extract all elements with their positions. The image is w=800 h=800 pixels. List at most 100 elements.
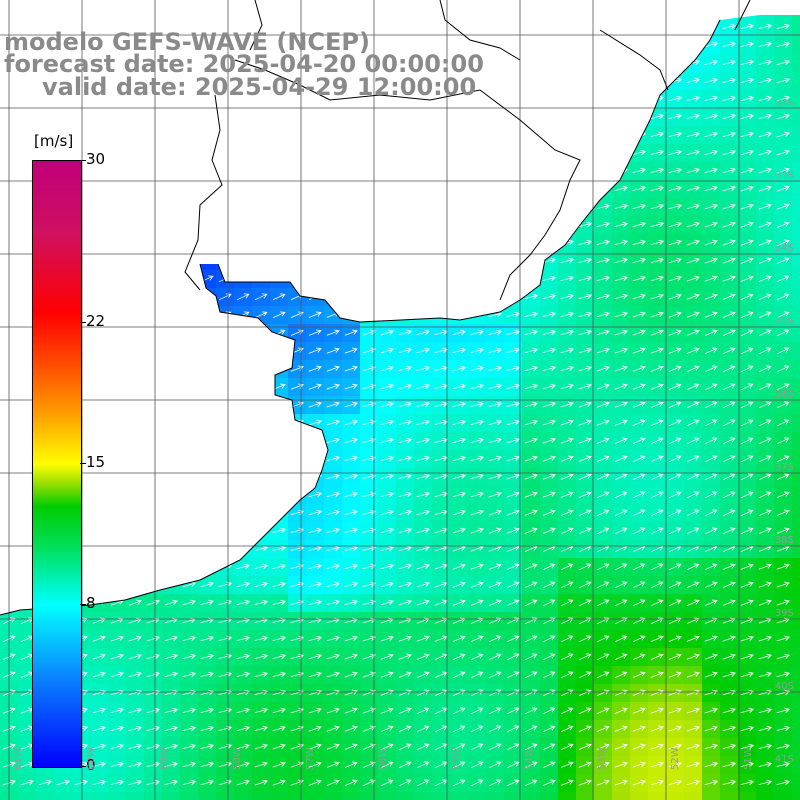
wind-speed-cell (126, 306, 145, 325)
wind-arrow (578, 527, 592, 535)
wind-arrow (416, 311, 430, 318)
wind-arrow (182, 113, 196, 120)
wind-arrow (272, 545, 287, 552)
wind-arrow (524, 527, 538, 534)
wind-arrow (596, 365, 610, 372)
wind-speed-cell (144, 180, 163, 199)
wind-arrow (614, 509, 628, 517)
wind-arrow (542, 401, 556, 408)
wind-arrow (182, 743, 197, 750)
wind-arrow (434, 239, 448, 246)
wind-arrow (272, 365, 286, 372)
wind-arrow (326, 167, 340, 175)
wind-arrow (506, 653, 520, 661)
wind-arrow (200, 221, 214, 229)
wind-arrow (200, 113, 214, 120)
wind-arrow (668, 311, 682, 318)
wind-speed-cell (144, 468, 163, 487)
wind-speed-cell (126, 558, 145, 577)
wind-speed-cell (252, 360, 271, 379)
wind-arrow (146, 653, 160, 660)
wind-speed-cell (630, 108, 649, 127)
wind-arrow (92, 131, 107, 138)
wind-arrow (398, 743, 412, 751)
wind-arrow (200, 707, 215, 714)
wind-arrow (344, 365, 358, 372)
wind-arrow (614, 761, 628, 768)
wind-speed-cell (648, 15, 667, 19)
wind-speed-cell (90, 486, 109, 505)
wind-arrow (92, 725, 106, 732)
wind-speed-cell (378, 144, 397, 163)
wind-arrow (380, 599, 394, 606)
wind-speed-cell (144, 108, 163, 127)
wind-speed-cell (540, 36, 559, 55)
wind-arrow (146, 743, 161, 750)
wind-arrow (218, 203, 232, 211)
wind-speed-cell (90, 108, 109, 127)
wind-arrow (524, 653, 538, 661)
wind-arrow (596, 347, 610, 354)
wind-speed-cell (558, 90, 577, 109)
wind-arrow (758, 743, 773, 750)
wind-arrow (758, 203, 772, 210)
wind-arrow (506, 59, 520, 66)
wind-arrow (128, 581, 142, 588)
wind-speed-cell (450, 18, 469, 37)
wind-arrow (578, 473, 592, 480)
wind-speed-cell (432, 252, 451, 271)
wind-arrow (110, 725, 125, 732)
wind-arrow (416, 23, 430, 31)
wind-arrow (650, 239, 665, 246)
wind-speed-cell (792, 198, 800, 217)
wind-arrow (506, 23, 520, 31)
wind-arrow (452, 41, 466, 49)
wind-arrow (506, 437, 520, 444)
wind-speed-cell (540, 126, 559, 145)
wind-speed-cell (468, 270, 487, 289)
wind-speed-cell (792, 342, 800, 361)
wind-arrow (254, 401, 268, 408)
wind-speed-cell (288, 216, 307, 235)
wind-arrow (596, 491, 610, 498)
wind-speed-cell (792, 324, 800, 343)
wind-arrow (380, 311, 394, 318)
wind-speed-cell (252, 468, 271, 487)
wind-arrow (740, 725, 755, 732)
wind-arrow (686, 275, 700, 282)
wind-speed-cell (576, 198, 595, 217)
wind-speed-cell (522, 90, 541, 109)
wind-speed-cell (360, 108, 379, 127)
wind-arrow (758, 23, 773, 30)
wind-speed-cell (36, 108, 55, 127)
wind-arrow (254, 239, 268, 247)
wind-arrow (452, 437, 467, 444)
wind-arrow (218, 113, 232, 120)
wind-arrow (434, 221, 448, 228)
wind-arrow (524, 473, 538, 480)
wind-speed-cell (126, 234, 145, 253)
wind-arrow (380, 383, 395, 390)
wind-speed-cell (144, 486, 163, 505)
wind-speed-cell (306, 432, 325, 451)
wind-arrow (380, 527, 395, 534)
wind-arrow (236, 743, 250, 750)
wind-arrow (632, 671, 646, 678)
wind-speed-cell (432, 216, 451, 235)
wind-arrow (452, 401, 467, 408)
wind-speed-cell (162, 306, 181, 325)
wind-arrow (524, 167, 539, 174)
colorbar-tick (80, 766, 86, 767)
wind-speed-cell (216, 396, 235, 415)
wind-arrow (236, 455, 250, 462)
wind-arrow (92, 527, 106, 535)
wind-arrow (542, 599, 556, 607)
wind-arrow (398, 383, 413, 390)
wind-arrow (92, 329, 106, 336)
wind-arrow (650, 149, 665, 156)
wind-arrow (722, 347, 736, 355)
wind-arrow (506, 563, 520, 570)
wind-arrow (542, 365, 557, 372)
wind-arrow (524, 239, 539, 246)
wind-arrow (740, 59, 755, 66)
